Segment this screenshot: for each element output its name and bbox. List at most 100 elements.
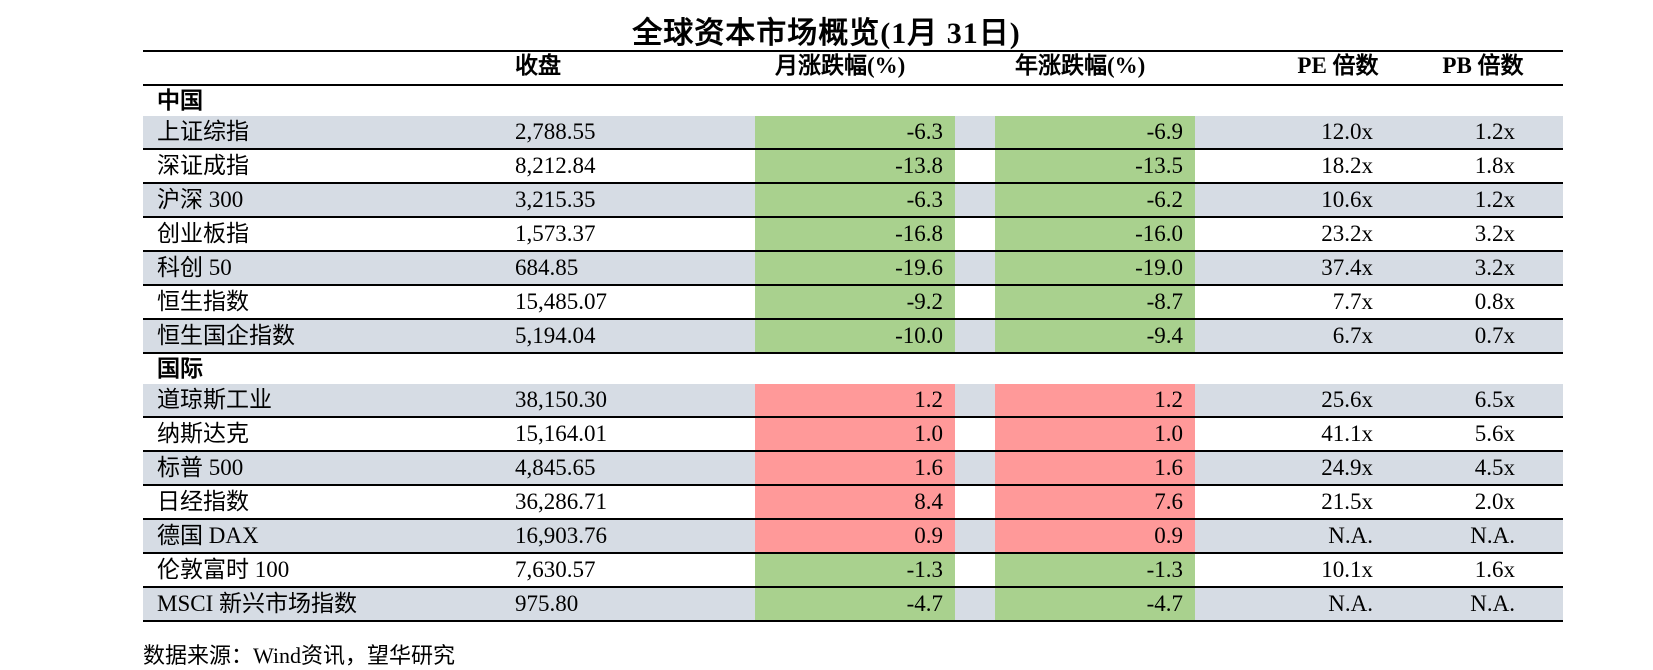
- pb-ratio: 5.6x: [1474, 421, 1515, 446]
- pe-ratio: N.A.: [1328, 591, 1373, 616]
- table-row: 创业板指 1,573.37 -16.8 -16.0 23.2x 3.2x: [143, 218, 1563, 252]
- month-change: -19.6: [755, 252, 955, 284]
- pe-ratio: 10.1x: [1321, 557, 1373, 582]
- index-name: 创业板指: [157, 221, 249, 246]
- month-change: -6.3: [755, 116, 955, 148]
- pb-ratio: 1.8x: [1474, 153, 1515, 178]
- year-change: -13.5: [995, 150, 1195, 182]
- close-value: 5,194.04: [515, 323, 596, 348]
- pe-ratio: 18.2x: [1321, 153, 1373, 178]
- year-change: -6.9: [995, 116, 1195, 148]
- header-close: 收盘: [515, 53, 561, 78]
- year-change: -1.3: [995, 554, 1195, 586]
- pb-ratio: 6.5x: [1474, 387, 1515, 412]
- close-value: 1,573.37: [515, 221, 596, 246]
- month-change: -1.3: [755, 554, 955, 586]
- close-value: 15,164.01: [515, 421, 607, 446]
- top-rule: [143, 50, 1563, 52]
- pb-ratio: 0.7x: [1474, 323, 1515, 348]
- year-change: 0.9: [995, 520, 1195, 552]
- month-change: -13.8: [755, 150, 955, 182]
- year-change: -9.4: [995, 320, 1195, 352]
- index-name: 上证综指: [157, 119, 249, 144]
- year-change: 1.6: [995, 452, 1195, 484]
- close-value: 8,212.84: [515, 153, 596, 178]
- close-value: 15,485.07: [515, 289, 607, 314]
- close-value: 684.85: [515, 255, 579, 280]
- month-change: 1.2: [755, 384, 955, 416]
- year-change: -8.7: [995, 286, 1195, 318]
- pb-ratio: N.A.: [1470, 523, 1515, 548]
- year-change: -6.2: [995, 184, 1195, 216]
- index-name: 道琼斯工业: [157, 387, 272, 412]
- table-row: 德国 DAX 16,903.76 0.9 0.9 N.A. N.A.: [143, 520, 1563, 554]
- section-label: 国际: [157, 356, 203, 381]
- pb-ratio: N.A.: [1470, 591, 1515, 616]
- close-value: 36,286.71: [515, 489, 607, 514]
- table-body: 中国上证综指 2,788.55 -6.3 -6.9 12.0x 1.2x 深证成指 8,212…: [143, 86, 1563, 622]
- close-value: 975.80: [515, 591, 579, 616]
- year-change: 1.2: [995, 384, 1195, 416]
- pb-ratio: 4.5x: [1474, 455, 1515, 480]
- table-row: 道琼斯工业 38,150.30 1.2 1.2 25.6x 6.5x: [143, 384, 1563, 418]
- pb-ratio: 1.6x: [1474, 557, 1515, 582]
- pb-ratio: 1.2x: [1474, 119, 1515, 144]
- table-row: 标普 500 4,845.65 1.6 1.6 24.9x 4.5x: [143, 452, 1563, 486]
- section-header: 中国: [143, 86, 1563, 116]
- pe-ratio: 24.9x: [1321, 455, 1373, 480]
- month-change: 0.9: [755, 520, 955, 552]
- pe-ratio: 12.0x: [1321, 119, 1373, 144]
- index-name: 科创 50: [157, 255, 232, 280]
- index-name: 标普 500: [157, 455, 244, 480]
- header-month-change: 月涨跌幅(%): [775, 53, 906, 78]
- table-row: 科创 50 684.85 -19.6 -19.0 37.4x 3.2x: [143, 252, 1563, 286]
- pe-ratio: N.A.: [1328, 523, 1373, 548]
- pe-ratio: 21.5x: [1321, 489, 1373, 514]
- year-change: 1.0: [995, 418, 1195, 450]
- pb-ratio: 2.0x: [1474, 489, 1515, 514]
- pb-ratio: 3.2x: [1474, 255, 1515, 280]
- header-pe: PE 倍数: [1297, 53, 1379, 78]
- index-name: 日经指数: [157, 489, 249, 514]
- index-name: 沪深 300: [157, 187, 244, 212]
- index-name: 纳斯达克: [157, 421, 249, 446]
- close-value: 38,150.30: [515, 387, 607, 412]
- pe-ratio: 25.6x: [1321, 387, 1373, 412]
- source-note: 数据来源：Wind资讯，望华研究: [143, 643, 455, 668]
- close-value: 2,788.55: [515, 119, 596, 144]
- table-row: 深证成指 8,212.84 -13.8 -13.5 18.2x 1.8x: [143, 150, 1563, 184]
- pb-ratio: 1.2x: [1474, 187, 1515, 212]
- pe-ratio: 7.7x: [1332, 289, 1373, 314]
- index-name: 德国 DAX: [157, 523, 259, 548]
- index-name: 伦敦富时 100: [157, 557, 290, 582]
- pe-ratio: 6.7x: [1332, 323, 1373, 348]
- section-header: 国际: [143, 354, 1563, 384]
- table-row: MSCI 新兴市场指数 975.80 -4.7 -4.7 N.A. N.A.: [143, 588, 1563, 622]
- month-change: 8.4: [755, 486, 955, 518]
- index-name: 深证成指: [157, 153, 249, 178]
- header-year-change: 年涨跌幅(%): [1015, 53, 1146, 78]
- close-value: 4,845.65: [515, 455, 596, 480]
- table-row: 伦敦富时 100 7,630.57 -1.3 -1.3 10.1x 1.6x: [143, 554, 1563, 588]
- header-row: 收盘 月涨跌幅(%) 年涨跌幅(%) PE 倍数 PB 倍数: [143, 50, 1563, 86]
- pe-ratio: 41.1x: [1321, 421, 1373, 446]
- table-row: 上证综指 2,788.55 -6.3 -6.9 12.0x 1.2x: [143, 116, 1563, 150]
- pe-ratio: 37.4x: [1321, 255, 1373, 280]
- table-row: 恒生指数 15,485.07 -9.2 -8.7 7.7x 0.8x: [143, 286, 1563, 320]
- month-change: -9.2: [755, 286, 955, 318]
- month-change: -6.3: [755, 184, 955, 216]
- close-value: 16,903.76: [515, 523, 607, 548]
- month-change: 1.6: [755, 452, 955, 484]
- index-name: MSCI 新兴市场指数: [157, 591, 357, 616]
- market-table: 收盘 月涨跌幅(%) 年涨跌幅(%) PE 倍数 PB 倍数 中国上证综指 2,7…: [143, 50, 1563, 622]
- year-change: -19.0: [995, 252, 1195, 284]
- month-change: -10.0: [755, 320, 955, 352]
- header-pb: PB 倍数: [1442, 53, 1524, 78]
- index-name: 恒生指数: [157, 289, 249, 314]
- month-change: -16.8: [755, 218, 955, 250]
- index-name: 恒生国企指数: [157, 323, 295, 348]
- month-change: 1.0: [755, 418, 955, 450]
- year-change: 7.6: [995, 486, 1195, 518]
- pb-ratio: 3.2x: [1474, 221, 1515, 246]
- month-change: -4.7: [755, 588, 955, 620]
